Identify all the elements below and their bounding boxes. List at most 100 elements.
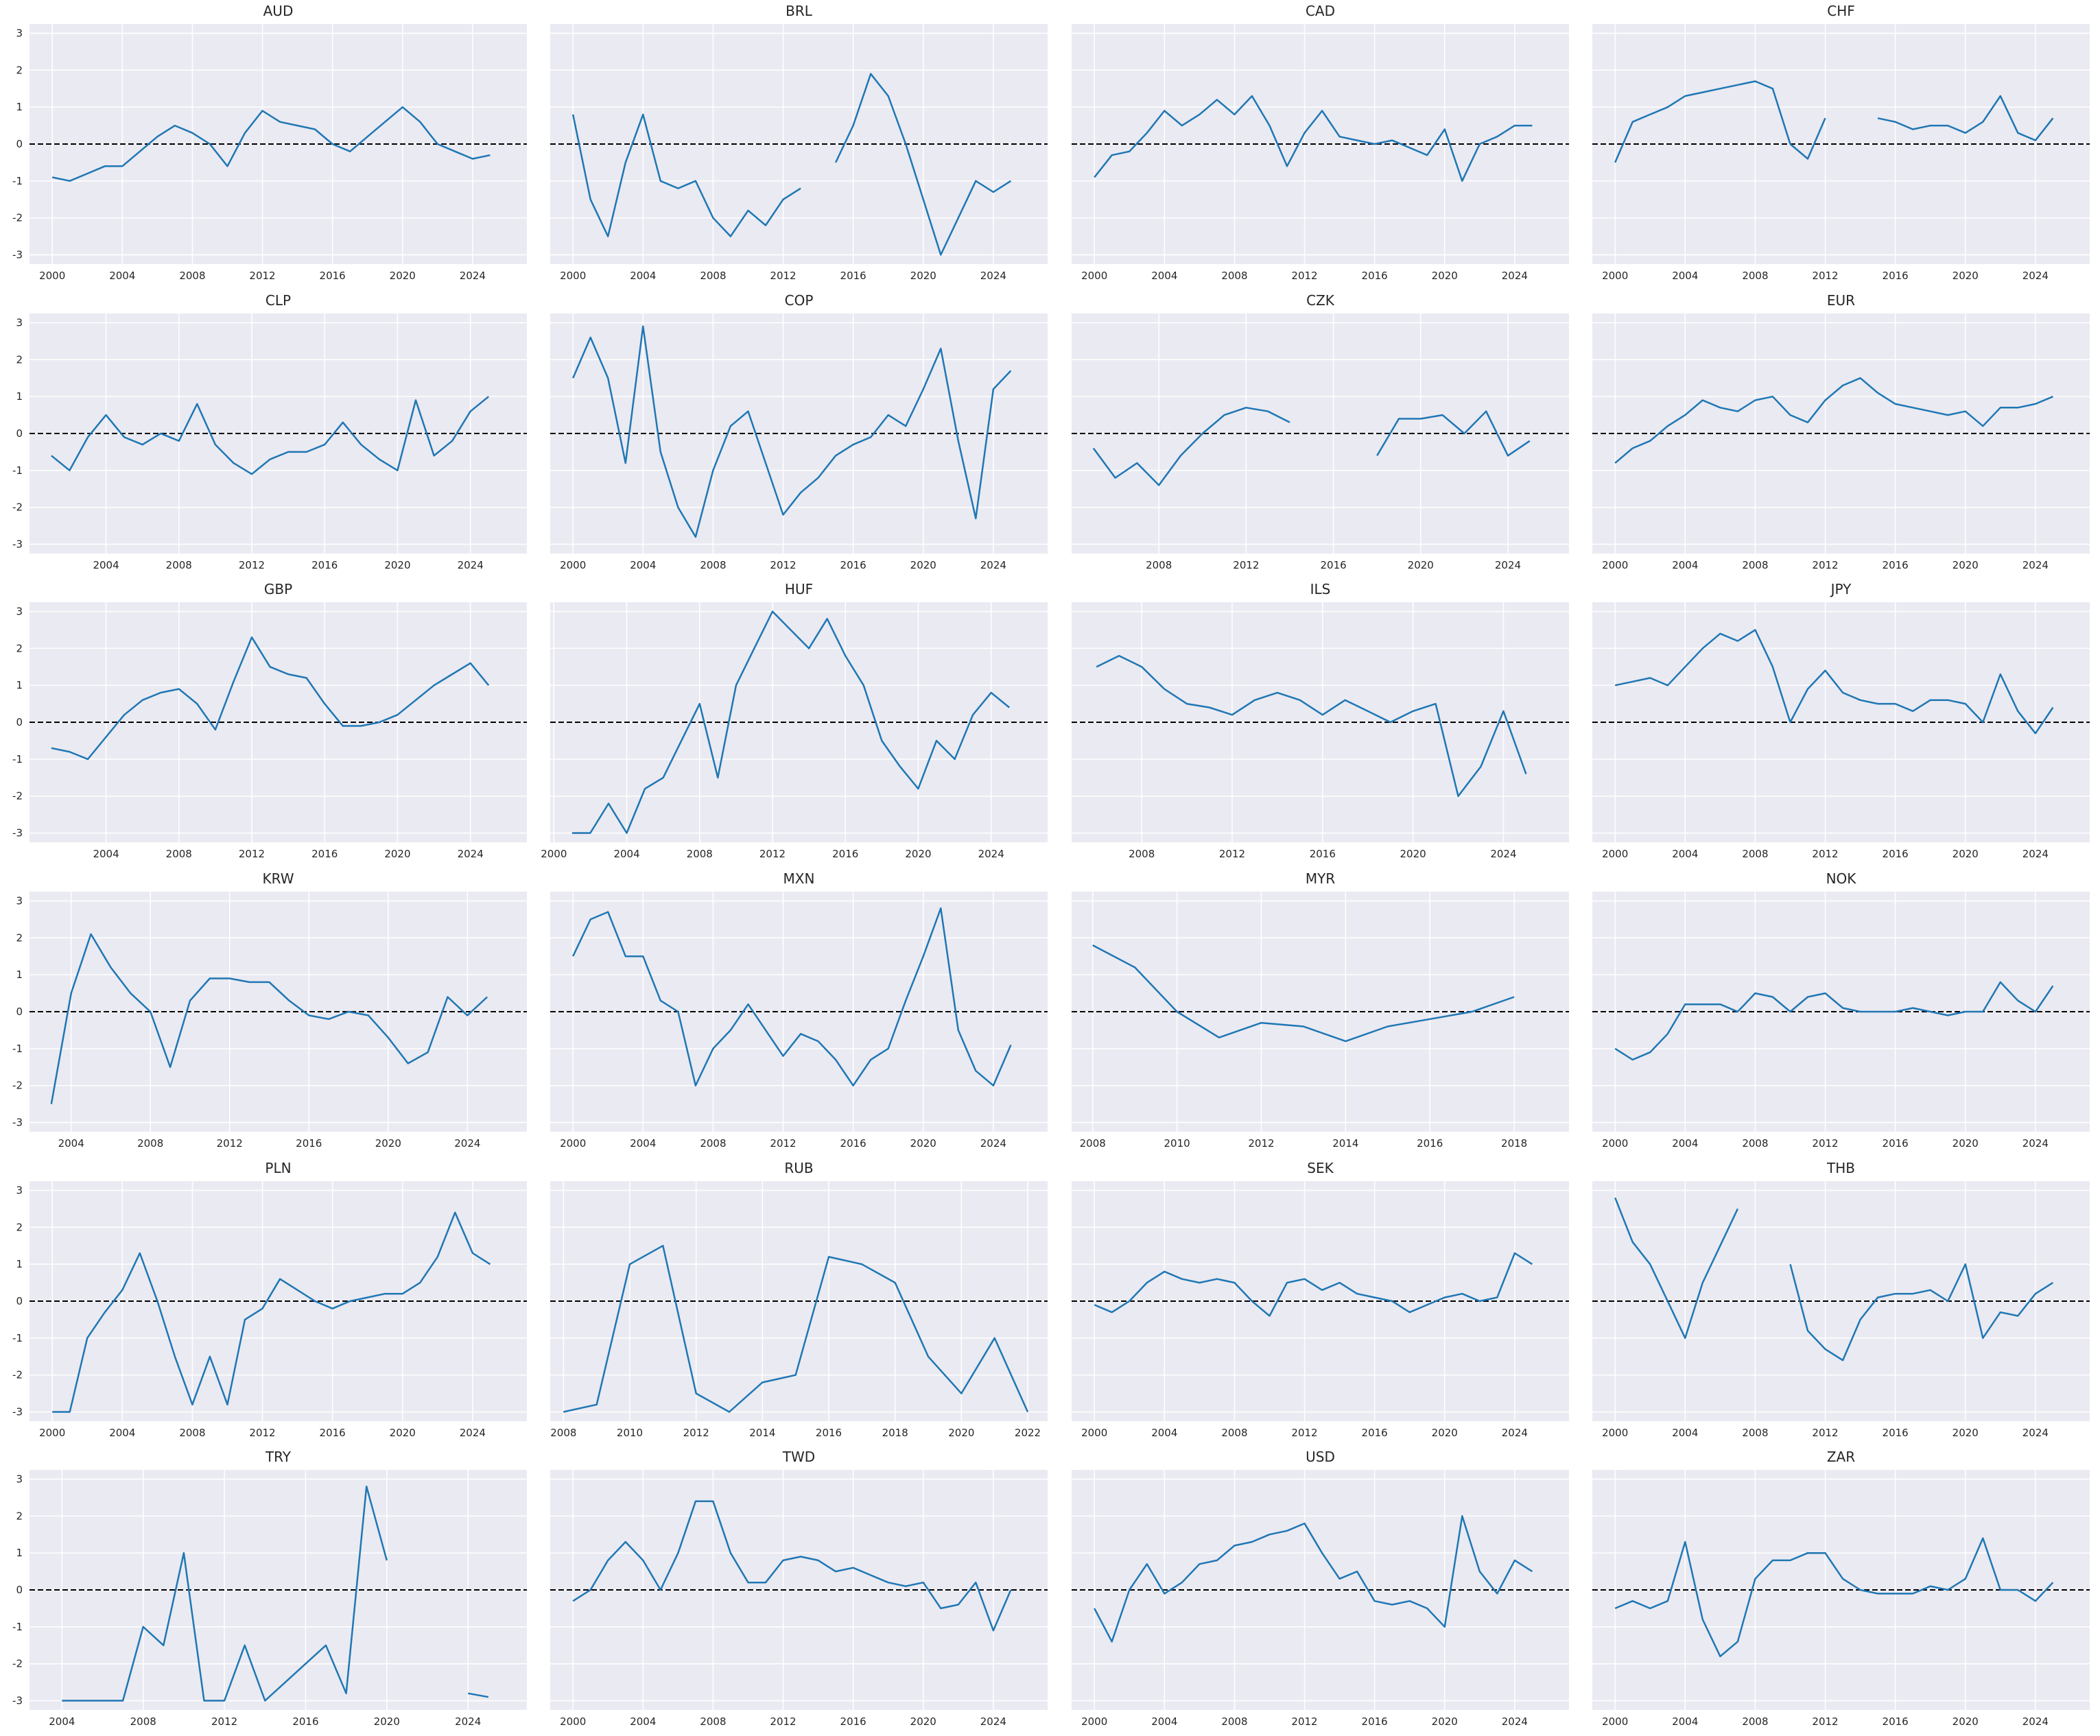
x-tick-label: 2020	[1432, 1715, 1458, 1728]
data-line	[1094, 1515, 1533, 1643]
data-line	[571, 73, 1012, 256]
x-tick-label: 2000	[560, 559, 586, 571]
y-tick-label: 1	[16, 101, 23, 113]
x-tick-label: 2020	[374, 1715, 400, 1728]
y-tick-label: 1	[16, 679, 23, 691]
panel-title: MYR	[1306, 870, 1335, 887]
x-tick-label: 2012	[217, 1137, 243, 1150]
data-line	[1096, 654, 1527, 797]
x-tick-label: 2024	[458, 848, 484, 860]
y-tick-label: -3	[12, 249, 23, 261]
x-tick-label: 2008	[137, 1137, 163, 1150]
data-line	[1614, 981, 2054, 1061]
x-tick-label: 2020	[390, 1427, 416, 1439]
x-tick-label: 2020	[910, 1715, 936, 1728]
x-tick-label: 2004	[1672, 1715, 1698, 1728]
y-tick-label: 2	[16, 642, 23, 654]
y-tick-label: -1	[12, 1043, 23, 1055]
x-tick-label: 2016	[832, 848, 858, 860]
x-tick-label: 2020	[390, 270, 416, 282]
data-line	[51, 636, 490, 761]
y-tick-label: 3	[16, 1184, 23, 1196]
panel: MXN 2000 2004 2008 2012 2016 2020 2024	[550, 870, 1048, 1150]
x-tick-label: 2016	[292, 1715, 318, 1728]
x-tick-label: 2004	[109, 1427, 135, 1439]
panel-title: USD	[1306, 1449, 1335, 1465]
x-tick-label: 2008	[166, 848, 192, 860]
x-tick-label: 2008	[1129, 848, 1155, 860]
panel: CZK 2008 2012 2016 2020 2024	[1072, 292, 1569, 571]
y-tick-label: -1	[12, 1621, 23, 1633]
x-tick-label: 2004	[1151, 1715, 1177, 1728]
y-tick-label: -2	[12, 1658, 23, 1670]
x-tick-label: 2024	[460, 270, 486, 282]
x-tick-label: 2004	[1672, 270, 1698, 282]
x-tick-label: 2008	[550, 1427, 576, 1439]
y-tick-label: 0	[16, 1295, 23, 1307]
panel-title: JPY	[1830, 581, 1852, 597]
x-tick-label: 2008	[700, 559, 726, 571]
x-tick-label: 2008	[1742, 1715, 1768, 1728]
x-tick-label: 2024	[980, 559, 1006, 571]
panel: COP 2000 2004 2008 2012 2016 2020 2024	[550, 292, 1048, 571]
panel: EUR 2000 2004 2008 2012 2016 2020 2024	[1592, 292, 2090, 571]
x-tick-label: 2012	[759, 848, 786, 860]
x-tick-label: 2008	[1221, 1427, 1247, 1439]
x-tick-label: 2016	[840, 1715, 866, 1728]
x-tick-label: 2000	[39, 1427, 65, 1439]
x-tick-label: 2016	[1310, 848, 1336, 860]
x-tick-label: 2016	[1883, 848, 1909, 860]
x-tick-label: 2012	[249, 1427, 275, 1439]
x-tick-label: 2004	[93, 848, 119, 860]
panel-title: SEK	[1307, 1160, 1334, 1176]
x-tick-label: 2020	[1408, 559, 1434, 571]
x-tick-label: 2024	[2022, 848, 2049, 860]
x-tick-label: 2020	[910, 559, 936, 571]
x-tick-label: 2004	[630, 1715, 656, 1728]
x-tick-label: 2000	[1081, 1715, 1107, 1728]
x-tick-label: 2004	[630, 1137, 656, 1150]
panel-title: TRY	[265, 1449, 292, 1465]
x-tick-label: 2008	[1080, 1137, 1106, 1150]
x-tick-label: 2014	[1332, 1137, 1358, 1150]
y-tick-label: 0	[16, 427, 23, 440]
data-line	[1092, 407, 1531, 486]
panel: MYR 2008 2010 2012 2014 2016 2018	[1072, 870, 1569, 1150]
y-tick-label: 3	[16, 27, 23, 39]
x-tick-label: 2022	[1015, 1427, 1041, 1439]
panel: NOK 2000 2004 2008 2012 2016 2020 2024	[1592, 870, 2090, 1150]
x-tick-label: 2024	[980, 270, 1006, 282]
data-line	[51, 106, 491, 182]
data-line	[62, 1485, 489, 1702]
x-tick-label: 2020	[1952, 1137, 1979, 1150]
panel-title: PLN	[265, 1160, 291, 1176]
x-tick-label: 2004	[613, 848, 639, 860]
panel: ZAR 2000 2004 2008 2012 2016 2020 2024	[1592, 1449, 2090, 1728]
x-tick-label: 2016	[840, 270, 866, 282]
x-tick-label: 2000	[1602, 1137, 1628, 1150]
x-tick-label: 2012	[1248, 1137, 1274, 1150]
x-tick-label: 2020	[375, 1137, 401, 1150]
x-tick-label: 2012	[1291, 1427, 1317, 1439]
x-tick-label: 2004	[109, 270, 135, 282]
x-tick-label: 2000	[1602, 270, 1628, 282]
x-tick-label: 2016	[1362, 270, 1388, 282]
x-tick-label: 2016	[1883, 270, 1909, 282]
data-line	[50, 933, 488, 1104]
x-tick-label: 2012	[239, 559, 265, 571]
y-tick-label: -2	[12, 1080, 23, 1092]
x-tick-label: 2016	[840, 559, 866, 571]
x-tick-label: 2024	[2022, 1137, 2049, 1150]
x-tick-label: 2020	[1952, 559, 1979, 571]
x-tick-label: 2004	[49, 1715, 75, 1728]
y-tick-label: -1	[12, 464, 23, 477]
data-line	[1092, 944, 1515, 1043]
panel-title: CLP	[266, 292, 291, 309]
x-tick-label: 2024	[2022, 559, 2049, 571]
panel-title: ZAR	[1827, 1449, 1855, 1465]
panel: HUF 2000 2004 2008 2012 2016 2020 2024	[541, 581, 1048, 860]
panel-title: RUB	[784, 1160, 813, 1176]
y-tick-label: -3	[12, 538, 23, 551]
data-line	[1614, 1537, 2054, 1658]
x-tick-label: 2016	[320, 1427, 346, 1439]
